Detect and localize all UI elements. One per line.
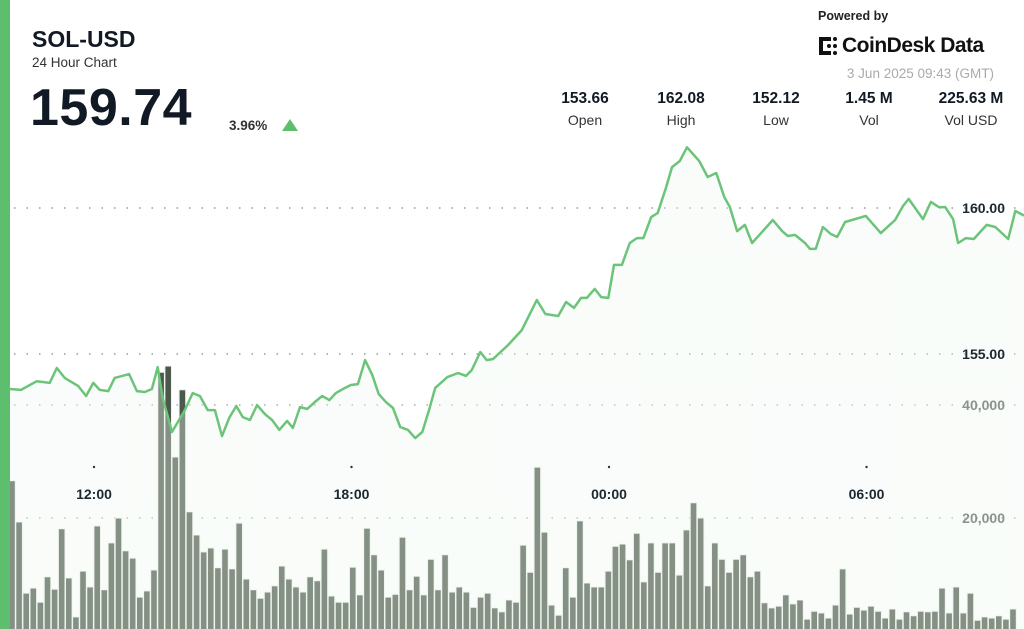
- time-tick-label: 12:00: [76, 486, 112, 502]
- logo-text: CoinDesk Data: [842, 34, 984, 57]
- chart-subtitle: 24 Hour Chart: [32, 55, 117, 70]
- price-tick-label: 155.00: [962, 346, 1005, 362]
- powered-by-label: Powered by: [818, 9, 889, 23]
- symbol-title: SOL-USD: [32, 26, 136, 52]
- stat-vol-usd: 225.63 M Vol USD: [921, 90, 1021, 128]
- accent-bar: [0, 0, 10, 629]
- time-axis: 12:00 18:00 00:00 06:00: [76, 465, 885, 502]
- stat-label: Open: [567, 112, 603, 128]
- time-tick-label: 06:00: [849, 486, 885, 502]
- stat-value: 1.45 M: [845, 90, 893, 107]
- time-tick-mark: [865, 465, 868, 469]
- price-area-fill: [10, 147, 1024, 629]
- up-triangle-icon: [282, 119, 298, 131]
- stat-value: 225.63 M: [938, 90, 1004, 107]
- stat-vol: 1.45 M Vol: [819, 90, 919, 128]
- time-tick-mark: [350, 465, 353, 469]
- time-tick-mark: [607, 465, 611, 469]
- stat-low: 152.12 Low: [726, 90, 826, 128]
- stat-value: 153.66: [561, 90, 609, 107]
- stat-label: Vol USD: [944, 112, 998, 128]
- time-tick-label: 18:00: [334, 486, 370, 502]
- price-change: 3.96%: [229, 118, 268, 133]
- price-line: [9, 146, 1024, 440]
- current-price: 159.74: [30, 79, 193, 137]
- stat-label: Low: [763, 112, 789, 128]
- stat-value: 152.12: [752, 90, 800, 107]
- price-tick-label: 160.00: [962, 200, 1005, 216]
- timestamp: 3 Jun 2025 09:43 (GMT): [846, 66, 994, 81]
- value-axis: 155.00 160.00 20,000 40,000: [962, 200, 1005, 526]
- time-tick-label: 00:00: [591, 486, 627, 502]
- volume-tick-label: 20,000: [962, 510, 1005, 526]
- stat-open: 153.66 Open: [535, 90, 635, 128]
- coindesk-logo-icon: [819, 37, 837, 55]
- volume-tick-label: 40,000: [962, 397, 1005, 413]
- stat-label: High: [666, 112, 696, 128]
- stat-high: 162.08 High: [631, 90, 731, 128]
- stat-label: Vol: [859, 112, 879, 128]
- coindesk-data-logo: CoinDesk Data: [818, 34, 984, 58]
- time-tick-mark: [92, 465, 96, 469]
- stat-value: 162.08: [657, 90, 705, 107]
